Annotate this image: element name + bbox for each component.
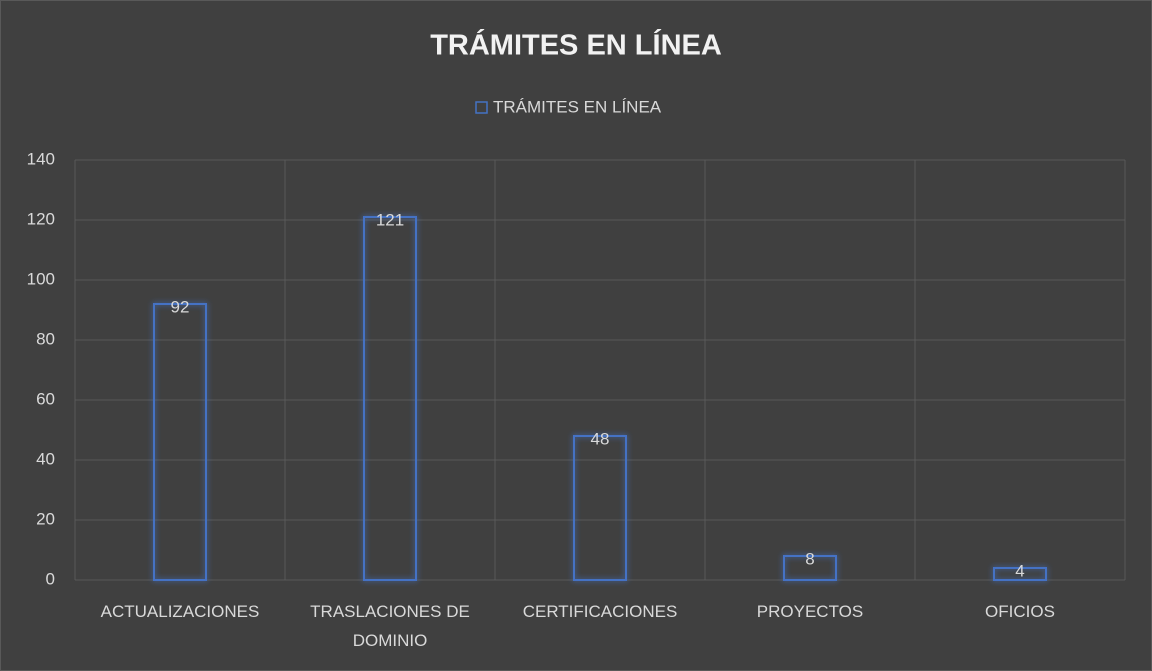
x-tick-label: ACTUALIZACIONES (100, 602, 260, 621)
bar (363, 216, 417, 581)
data-label: 8 (805, 549, 814, 568)
bar (573, 435, 627, 581)
y-tick-label: 0 (46, 569, 55, 588)
bar (783, 555, 837, 581)
chart-title: TRÁMITES EN LÍNEA (430, 28, 722, 62)
bar (993, 567, 1047, 581)
y-tick-label: 140 (27, 149, 55, 168)
y-tick-label: 20 (36, 509, 55, 528)
legend-label: TRÁMITES EN LÍNEA (493, 97, 662, 116)
y-tick-label: 100 (27, 269, 55, 288)
y-tick-label: 80 (36, 329, 55, 348)
x-tick-label: CERTIFICACIONES (522, 602, 678, 621)
x-tick-label: PROYECTOS (756, 602, 864, 621)
y-tick-label: 60 (36, 389, 55, 408)
data-label: 121 (376, 210, 404, 229)
y-tick-label: 40 (36, 449, 55, 468)
x-tick-label: TRASLACIONES DE DOMINIO (310, 602, 470, 650)
y-tick-label: 120 (27, 209, 55, 228)
data-label: 92 (171, 297, 190, 316)
x-tick-label: OFICIOS (985, 602, 1055, 621)
data-label: 48 (591, 429, 610, 448)
legend-swatch (475, 101, 488, 114)
data-label: 4 (1015, 561, 1024, 580)
bar (153, 303, 207, 581)
